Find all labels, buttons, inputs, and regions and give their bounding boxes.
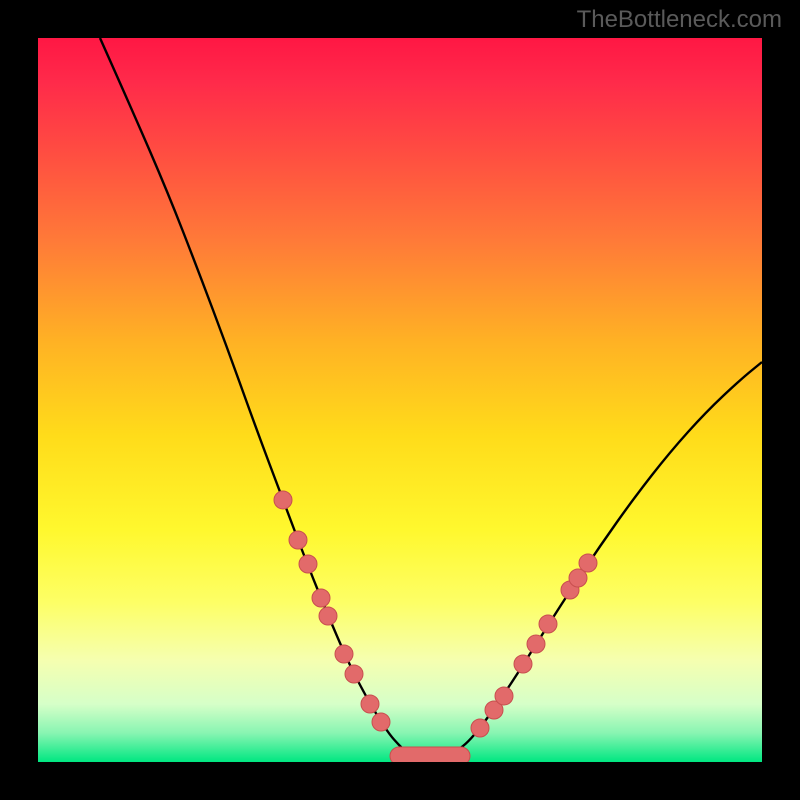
marker-left-5: [335, 645, 353, 663]
marker-left-7: [361, 695, 379, 713]
marker-right-2: [495, 687, 513, 705]
marker-left-0: [274, 491, 292, 509]
marker-flat-bar: [390, 747, 470, 762]
marker-left-3: [312, 589, 330, 607]
watermark-text: TheBottleneck.com: [577, 6, 782, 34]
marker-left-6: [345, 665, 363, 683]
marker-left-4: [319, 607, 337, 625]
chart-root: TheBottleneck.com: [0, 0, 800, 800]
plot-area: [38, 38, 762, 762]
marker-group: [274, 491, 597, 762]
curve-group: [100, 38, 762, 755]
marker-right-3: [514, 655, 532, 673]
marker-right-5: [539, 615, 557, 633]
chart-svg: [38, 38, 762, 762]
marker-left-1: [289, 531, 307, 549]
left-curve: [100, 38, 412, 755]
marker-left-8: [372, 713, 390, 731]
marker-left-2: [299, 555, 317, 573]
marker-right-4: [527, 635, 545, 653]
marker-right-8: [579, 554, 597, 572]
marker-right-0: [471, 719, 489, 737]
